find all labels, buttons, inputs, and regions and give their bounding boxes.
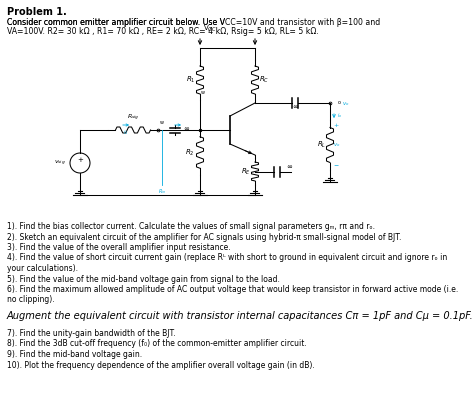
Text: +: + — [333, 123, 338, 128]
Text: $R_{in}$: $R_{in}$ — [158, 187, 166, 196]
Text: $v_o$: $v_o$ — [333, 141, 340, 149]
Text: $R_L$: $R_L$ — [317, 140, 326, 150]
Text: Consider common emitter amplifier circuit below. Use V: Consider common emitter amplifier circui… — [7, 18, 225, 27]
Text: $R_{sig}$: $R_{sig}$ — [127, 113, 139, 123]
Text: o: o — [338, 101, 341, 105]
Text: Augment the equivalent circuit with transistor internal capacitances Cπ = 1pF an: Augment the equivalent circuit with tran… — [7, 311, 474, 321]
Text: w: w — [160, 120, 164, 125]
Text: VA=100V. R2= 30 kΩ , R1= 70 kΩ , RE= 2 kΩ, RC= 4 kΩ, Rsig= 5 kΩ, RL= 5 kΩ.: VA=100V. R2= 30 kΩ , R1= 70 kΩ , RE= 2 k… — [7, 27, 319, 36]
Text: your calculations).: your calculations). — [7, 264, 78, 273]
Text: $i_o$: $i_o$ — [337, 112, 342, 120]
Text: 5). Find the value of the mid-band voltage gain from signal to the load.: 5). Find the value of the mid-band volta… — [7, 274, 280, 284]
Text: Consider common emitter amplifier circuit below. Use VCC=10V and transistor with: Consider common emitter amplifier circui… — [7, 18, 380, 27]
Text: Problem 1.: Problem 1. — [7, 7, 67, 17]
Text: 2). Sketch an equivalent circuit of the amplifier for AC signals using hybrid-π : 2). Sketch an equivalent circuit of the … — [7, 232, 401, 242]
Text: 4). Find the value of short circuit current gain (replace Rᴸ with short to groun: 4). Find the value of short circuit curr… — [7, 253, 447, 263]
Text: 9). Find the mid-band voltage gain.: 9). Find the mid-band voltage gain. — [7, 350, 142, 359]
Text: 8). Find the 3dB cut-off frequency (f₀) of the common-emitter amplifier circuit.: 8). Find the 3dB cut-off frequency (f₀) … — [7, 339, 307, 349]
Text: 1). Find the bias collector current. Calculate the values of small signal parame: 1). Find the bias collector current. Cal… — [7, 222, 375, 231]
Text: 10). Plot the frequency dependence of the amplifier overall voltage gain (in dB): 10). Plot the frequency dependence of th… — [7, 360, 315, 370]
Text: 7). Find the unity-gain bandwidth of the BJT.: 7). Find the unity-gain bandwidth of the… — [7, 329, 176, 338]
Text: $i_1$: $i_1$ — [123, 128, 128, 137]
Text: V$_{CC}$: V$_{CC}$ — [203, 24, 217, 34]
Text: $R_2$: $R_2$ — [185, 147, 195, 158]
Text: 6). Find the maximum allowed amplitude of AC output voltage that would keep tran: 6). Find the maximum allowed amplitude o… — [7, 285, 458, 294]
Text: 3). Find the value of the overall amplifier input resistance.: 3). Find the value of the overall amplif… — [7, 243, 231, 252]
Text: −: − — [333, 162, 338, 167]
Text: $v_{sig}$: $v_{sig}$ — [54, 158, 66, 168]
Text: ∞: ∞ — [292, 104, 298, 110]
Text: w: w — [201, 90, 205, 95]
Text: $v_o$: $v_o$ — [342, 100, 349, 108]
Text: ∞: ∞ — [286, 164, 292, 170]
Text: $R_E$: $R_E$ — [241, 166, 251, 177]
Text: $R_1$: $R_1$ — [185, 75, 195, 85]
Text: ∞: ∞ — [183, 126, 189, 132]
Text: $R_C$: $R_C$ — [259, 75, 269, 85]
Text: +: + — [77, 157, 83, 163]
Text: no clipping).: no clipping). — [7, 295, 55, 305]
